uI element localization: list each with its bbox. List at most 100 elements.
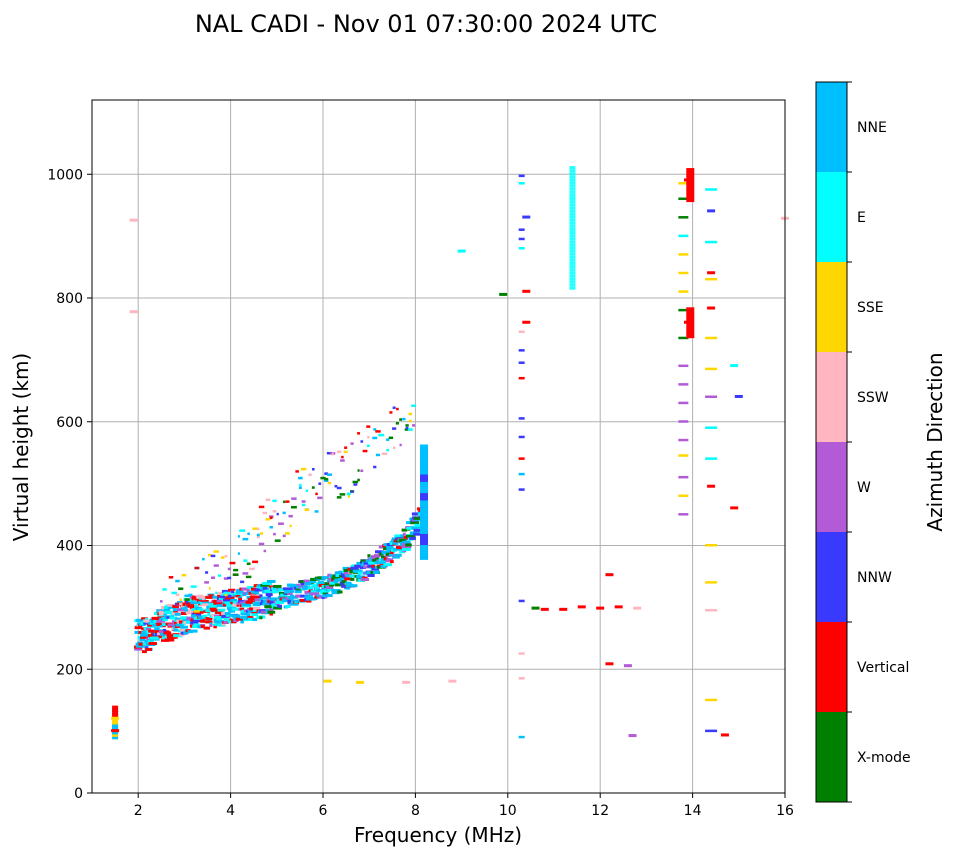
echo-point [188, 593, 193, 597]
echo-point [341, 455, 344, 459]
echo-point [181, 607, 187, 610]
echo-point [287, 592, 293, 596]
echo-point [399, 443, 402, 447]
echo-point [420, 500, 429, 505]
echo-point [420, 511, 429, 516]
echo-point [569, 265, 576, 269]
echo-point [163, 613, 167, 617]
echo-point [381, 550, 390, 554]
echo-point [705, 336, 718, 340]
echo-point [238, 607, 242, 611]
echo-point [290, 595, 299, 599]
x-tick-label: 8 [411, 803, 420, 819]
echo-point [179, 608, 189, 612]
echo-point [360, 469, 364, 473]
echo-point [232, 603, 240, 607]
echo-point [386, 548, 394, 552]
echo-point [316, 594, 322, 598]
echo-point [420, 503, 429, 508]
echo-point [217, 608, 226, 612]
echo-point [300, 467, 307, 471]
echo-point [246, 589, 251, 593]
echo-point [156, 620, 162, 624]
echo-point [318, 482, 322, 485]
echo-point [224, 593, 228, 597]
echo-point [154, 617, 159, 621]
echo-point [208, 594, 214, 598]
echo-point [569, 169, 576, 173]
echo-point [596, 606, 605, 610]
echo-point [569, 166, 576, 170]
echo-point [164, 615, 175, 619]
echo-point [402, 417, 406, 421]
echo-point [147, 623, 155, 627]
echo-point [290, 505, 297, 509]
echo-point [344, 577, 353, 581]
echo-point [399, 550, 406, 554]
echo-point [341, 575, 347, 579]
echo-point [142, 629, 147, 633]
echo-point [678, 271, 689, 275]
echo-point [282, 534, 286, 538]
echo-point [269, 526, 273, 529]
echo-point [209, 624, 213, 628]
echo-point [208, 602, 218, 606]
echo-point [420, 470, 429, 475]
echo-point [215, 591, 218, 595]
echo-point [146, 627, 152, 631]
echo-point [678, 401, 689, 405]
echo-point [159, 625, 163, 628]
echo-point [211, 608, 220, 612]
echo-point [197, 608, 204, 612]
echo-point [221, 589, 230, 593]
echo-point [457, 249, 466, 253]
echo-point [411, 526, 419, 530]
colorbar-segment [816, 712, 847, 802]
echo-point [518, 361, 525, 364]
echo-point [228, 609, 236, 613]
echo-point [212, 599, 218, 603]
echo-point [167, 605, 176, 609]
echo-point [252, 560, 259, 564]
echo-point [605, 573, 614, 577]
echo-point [187, 599, 197, 603]
echo-point [178, 587, 184, 590]
echo-point [374, 570, 380, 574]
echo-point [569, 271, 576, 275]
echo-point [518, 652, 525, 655]
echo-point [232, 593, 236, 597]
echo-point [209, 605, 217, 609]
echo-point [143, 619, 154, 623]
echo-point [392, 555, 400, 559]
echo-point [389, 411, 393, 414]
echo-point [420, 518, 429, 523]
echo-point [374, 550, 384, 554]
colorbar-title: Azimuth Direction [923, 352, 947, 531]
echo-point [734, 395, 743, 398]
echo-point [342, 578, 346, 582]
echo-point [144, 646, 149, 650]
echo-point [151, 616, 159, 620]
echo-point [320, 476, 326, 480]
echo-point [394, 534, 402, 538]
echo-point [210, 554, 216, 558]
echo-point [251, 613, 258, 617]
echo-point [278, 591, 285, 595]
echo-point [197, 594, 203, 598]
echo-point [208, 553, 212, 557]
y-tick-label: 600 [56, 415, 83, 431]
echo-point [231, 607, 241, 611]
colorbar-label: X-mode [857, 750, 911, 766]
echo-point [295, 470, 299, 473]
echo-point [569, 277, 576, 281]
echo-point [202, 614, 208, 618]
echo-point [213, 564, 219, 567]
echo-point [240, 607, 245, 611]
echo-point [190, 614, 197, 617]
echo-point [357, 432, 361, 435]
echo-point [342, 566, 350, 570]
echo-point [705, 395, 718, 398]
echo-point [210, 613, 216, 617]
echo-point [371, 567, 380, 571]
echo-point [256, 535, 260, 539]
